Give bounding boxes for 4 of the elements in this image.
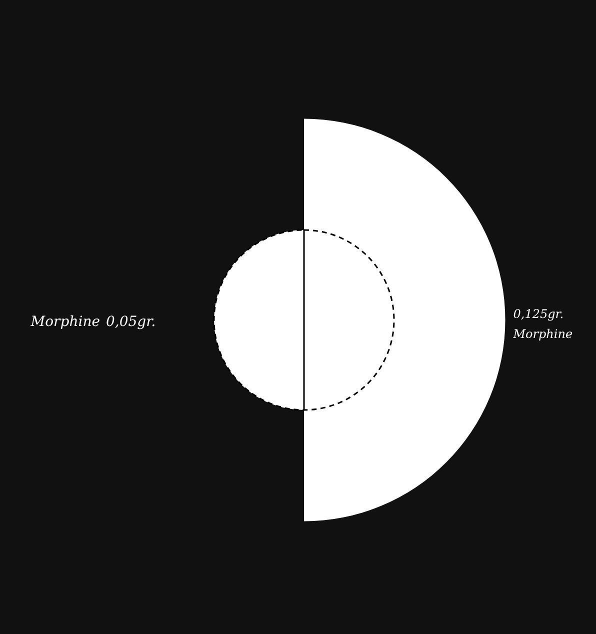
- category-label: Morphine: [30, 314, 100, 330]
- category-label: Morphine: [512, 327, 573, 341]
- data-label: 0,125gr.: [513, 307, 564, 321]
- data-label: 0,05gr.: [106, 314, 156, 330]
